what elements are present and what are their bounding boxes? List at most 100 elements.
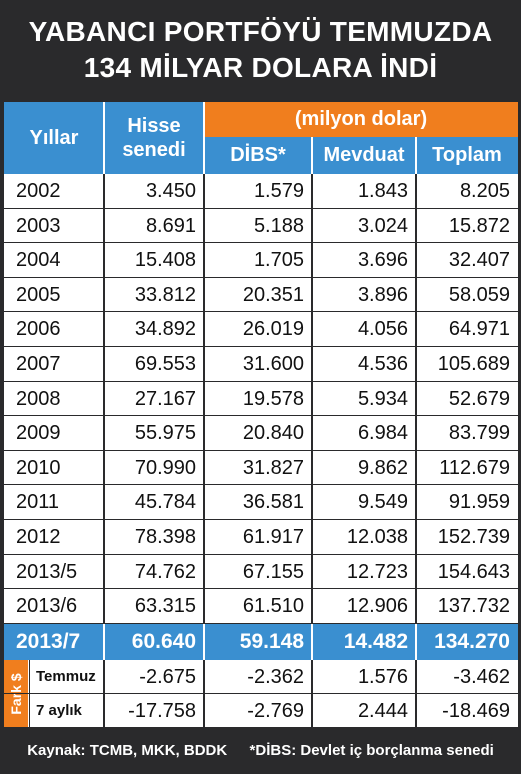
header-divider [103, 102, 105, 174]
value-cell: 26.019 [242, 318, 304, 341]
year-cell: 2002 [16, 180, 61, 202]
fark-row-label: Temmuz [36, 667, 96, 685]
year-cell: 2008 [16, 387, 61, 410]
data-table: Yıllar Hisse senedi (milyon dolar) DİBS* Mev… [4, 102, 518, 728]
value-cell: 15.872 [448, 214, 510, 237]
column-divider [415, 174, 417, 624]
highlight-value: 134.270 [434, 629, 510, 653]
column-header-years: Yıllar [4, 102, 104, 174]
value-cell: 58.059 [448, 283, 510, 306]
value-cell: 36.581 [242, 491, 304, 514]
value-cell: 83.799 [448, 422, 510, 445]
column-divider [415, 659, 417, 728]
value-cell: 137.732 [437, 595, 510, 618]
highlight-divider [311, 623, 313, 660]
value-cell: 12.723 [346, 560, 408, 583]
year-cell: 2012 [16, 526, 61, 548]
year-cell: 2010 [16, 456, 61, 479]
year-cell: 2004 [16, 249, 61, 272]
column-header-2: DİBS* [204, 137, 312, 174]
fark-value: 2.444 [357, 699, 408, 722]
row-divider [4, 553, 518, 555]
fark-label: Fark $ [8, 673, 24, 715]
header-divider [415, 137, 417, 174]
value-cell: 12.038 [346, 526, 408, 548]
title-line-1: YABANCI PORTFÖYÜ TEMMUZDA [28, 16, 493, 47]
value-cell: 78.398 [134, 526, 196, 548]
column-divider [311, 174, 313, 624]
row-divider [4, 380, 518, 382]
row-divider [4, 242, 518, 244]
year-cell: 2006 [16, 318, 61, 341]
row-divider [4, 519, 518, 520]
row-divider [4, 726, 518, 728]
value-cell: 3.024 [357, 214, 408, 237]
value-cell: 8.205 [459, 180, 510, 202]
footer: Kaynak: TCMB, MKK, BDDK *DİBS: Devlet iç… [0, 733, 521, 769]
year-cell: 2007 [16, 353, 61, 375]
row-divider [4, 588, 518, 590]
value-cell: 9.862 [357, 456, 408, 479]
value-cell: 20.840 [242, 422, 304, 445]
value-cell: 154.643 [437, 560, 510, 583]
column-header-4: Toplam [416, 137, 518, 174]
value-cell: 1.705 [253, 249, 304, 272]
dibs-footnote: *DİBS: Devlet iç borçlanma senedi [249, 742, 494, 759]
highlight-divider [103, 623, 105, 660]
highlight-year: 2013/7 [16, 629, 81, 653]
source-note: Kaynak: TCMB, MKK, BDDK [27, 742, 228, 759]
column-divider [103, 659, 105, 728]
value-cell: 61.917 [242, 526, 304, 548]
fark-value: -2.362 [247, 665, 304, 688]
highlight-value: 14.482 [343, 629, 408, 653]
fark-tab: Fark $ [4, 659, 28, 728]
year-cell: 2013/6 [16, 595, 78, 618]
column-divider [103, 174, 105, 624]
fark-value: -2.675 [139, 665, 196, 688]
value-cell: 55.975 [134, 422, 196, 445]
column-header-3: Mevduat [312, 137, 416, 174]
header-divider [311, 137, 313, 174]
value-cell: 105.689 [437, 353, 510, 375]
value-cell: 91.959 [448, 491, 510, 514]
value-cell: 70.990 [134, 456, 196, 479]
page-title: YABANCI PORTFÖYÜ TEMMUZDA 134 MİLYAR DOL… [0, 0, 521, 102]
value-cell: 4.536 [357, 353, 408, 375]
column-divider [203, 174, 205, 624]
value-cell: 3.896 [357, 283, 408, 306]
highlight-value: 60.640 [131, 629, 196, 653]
fark-value: -17.758 [128, 699, 196, 722]
value-cell: 52.679 [448, 387, 510, 410]
header-divider [203, 102, 205, 174]
value-cell: 112.679 [439, 456, 510, 479]
value-cell: 3.450 [145, 180, 196, 202]
row-divider [4, 622, 518, 624]
highlight-divider [415, 623, 417, 660]
row-divider [4, 276, 518, 278]
row-divider [4, 692, 518, 694]
value-cell: 61.510 [242, 595, 304, 618]
fark-row-label: 7 aylık [36, 701, 82, 719]
value-cell: 152.739 [437, 526, 510, 548]
year-cell: 2009 [16, 422, 61, 445]
fark-value: 1.576 [357, 665, 408, 688]
value-cell: 5.934 [357, 387, 408, 410]
value-cell: 69.553 [134, 353, 196, 375]
value-cell: 74.762 [134, 560, 196, 583]
row-divider [4, 449, 518, 451]
value-cell: 4.056 [357, 318, 408, 341]
row-divider [4, 484, 518, 486]
year-cell: 2003 [16, 214, 61, 237]
year-cell: 2011 [16, 491, 60, 514]
unit-label: (milyon dolar) [204, 102, 518, 137]
value-cell: 32.407 [448, 249, 510, 272]
value-cell: 64.971 [448, 318, 510, 341]
value-cell: 9.549 [357, 491, 408, 514]
column-divider [29, 659, 30, 728]
value-cell: 63.315 [134, 595, 196, 618]
row-divider [4, 415, 518, 417]
value-cell: 34.892 [134, 318, 196, 341]
value-cell: 31.600 [242, 353, 304, 375]
fark-value: -18.469 [442, 699, 510, 722]
